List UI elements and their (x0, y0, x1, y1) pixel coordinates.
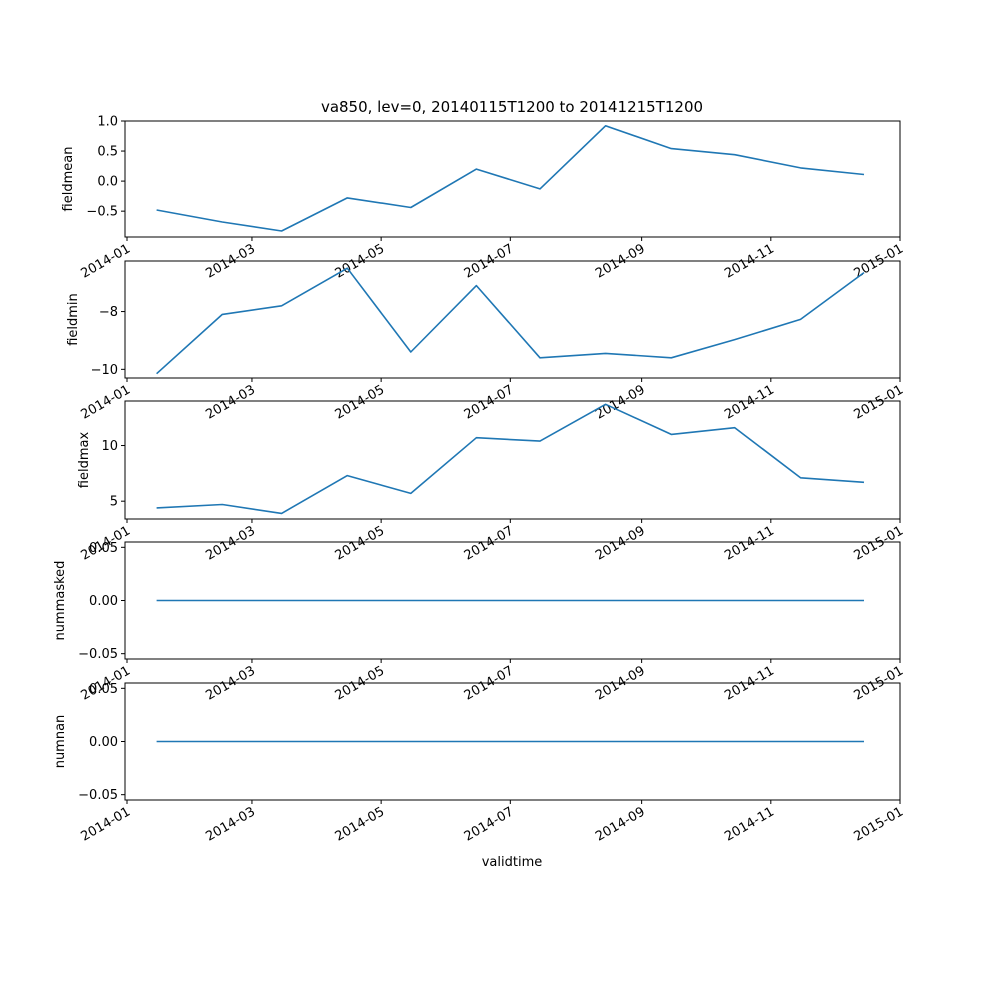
y-tick-label: −0.05 (78, 788, 118, 803)
x-tick-label: 2014-05 (333, 523, 388, 563)
x-tick-label: 2014-05 (333, 663, 388, 703)
x-tick-label: 2014-09 (593, 241, 648, 281)
y-tick-label: 0.00 (89, 594, 118, 609)
x-tick-label: 2014-07 (462, 663, 517, 703)
y-axis-label: numnan (53, 715, 68, 769)
x-tick-label: 2015-01 (851, 663, 906, 703)
x-tick-label: 2014-11 (722, 804, 777, 844)
x-tick-label: 2015-01 (851, 804, 906, 844)
x-tick-label: 2014-11 (722, 523, 777, 563)
axes-frame (124, 260, 901, 379)
x-tick-label: 2014-09 (593, 663, 648, 703)
x-tick-label: 2014-07 (462, 241, 517, 281)
y-axis-label: nummasked (53, 561, 68, 641)
x-tick-label: 2014-09 (593, 382, 648, 422)
x-axis-label: validtime (482, 855, 543, 870)
y-tick-label: 1.0 (97, 115, 118, 130)
x-tick-label: 2014-05 (333, 241, 388, 281)
x-tick-label: 2014-11 (722, 382, 777, 422)
y-axis-label: fieldmax (77, 432, 92, 489)
x-tick-label: 2014-07 (462, 523, 517, 563)
y-tick-label: −0.5 (86, 205, 118, 220)
chart-title: va850, lev=0, 20140115T1200 to 20141215T… (321, 98, 703, 116)
x-tick-label: 2014-09 (593, 523, 648, 563)
x-tick-label: 2014-05 (333, 382, 388, 422)
x-tick-label: 2014-03 (203, 804, 258, 844)
y-axis-label: fieldmean (61, 147, 76, 212)
x-tick-label: 2014-07 (462, 382, 517, 422)
y-tick-label: 10 (101, 439, 118, 454)
x-tick-label: 2014-03 (203, 663, 258, 703)
series-line-fieldmax (156, 403, 865, 515)
y-tick-label: 0.5 (97, 145, 118, 160)
x-tick-label: 2014-11 (722, 241, 777, 281)
x-tick-label: 2014-03 (203, 523, 258, 563)
x-tick-label: 2014-05 (333, 804, 388, 844)
x-tick-label: 2015-01 (851, 523, 906, 563)
y-tick-label: −0.05 (78, 647, 118, 662)
y-axis-label: fieldmin (66, 293, 81, 346)
series-line-fieldmean (156, 125, 865, 232)
y-tick-label: −8 (99, 305, 118, 320)
y-tick-label: −10 (91, 363, 118, 378)
x-tick-label: 2014-07 (462, 804, 517, 844)
y-tick-label: 0.05 (89, 541, 118, 556)
axes-frame (124, 120, 901, 238)
series-line-fieldmin (156, 267, 865, 375)
y-tick-label: 0.0 (97, 175, 118, 190)
x-tick-label: 2015-01 (851, 382, 906, 422)
panels: 1.0 0.5 0.0 −0.5 fieldmean 2014-01 2014-03 2014… (53, 115, 906, 845)
x-tick-label: 2014-03 (203, 241, 258, 281)
axes-frame (124, 400, 901, 520)
x-tick-label: 2014-03 (203, 382, 258, 422)
y-tick-label: 0.05 (89, 682, 118, 697)
y-tick-label: 5 (110, 495, 118, 510)
x-tick-label: 2014-01 (78, 804, 133, 844)
panel-numnan: 0.05 0.00 −0.05 numnan 2014-01 2014-03 2014-05… (53, 682, 906, 845)
x-tick-label: 2014-09 (593, 804, 648, 844)
y-tick-label: 0.00 (89, 735, 118, 750)
x-tick-label: 2014-11 (722, 663, 777, 703)
